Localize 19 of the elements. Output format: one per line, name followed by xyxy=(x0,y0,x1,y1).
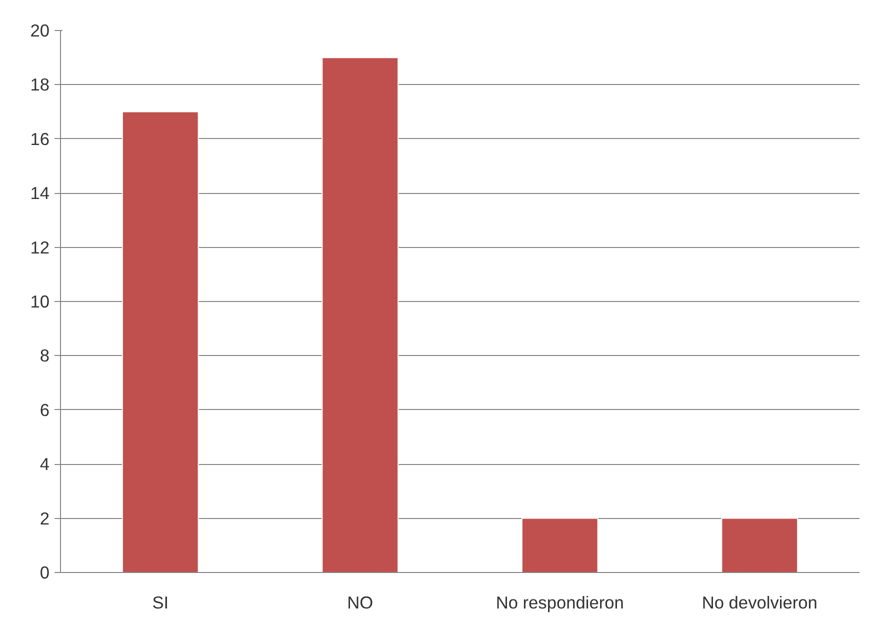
x-tick-label: No respondieron xyxy=(496,592,624,612)
y-tick-label: 6 xyxy=(40,400,50,420)
y-tick-label: 14 xyxy=(30,183,50,204)
y-tick-label: 8 xyxy=(40,346,50,366)
x-tick-label: No devolvieron xyxy=(702,592,818,612)
y-tick-label: 18 xyxy=(30,74,50,95)
x-tick-label: NO xyxy=(347,592,374,612)
x-tick-label: SI xyxy=(152,592,169,612)
y-tick-label: 0 xyxy=(40,562,50,582)
bar xyxy=(521,518,598,572)
y-tick-label: 10 xyxy=(30,292,50,312)
y-tick-label: 4 xyxy=(40,454,50,474)
bar xyxy=(122,111,199,572)
bar xyxy=(721,518,798,572)
y-tick-label: 16 xyxy=(30,128,50,149)
bar xyxy=(322,57,399,572)
y-tick-label: 12 xyxy=(30,237,50,258)
y-tick-label: 2 xyxy=(40,508,50,528)
y-tick-label: 20 xyxy=(30,20,50,40)
